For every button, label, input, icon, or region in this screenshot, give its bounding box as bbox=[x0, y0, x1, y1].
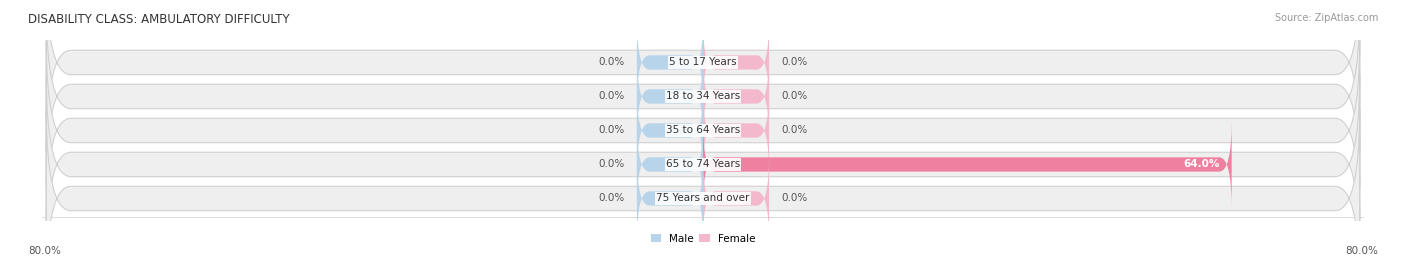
FancyBboxPatch shape bbox=[637, 19, 703, 106]
Text: 0.0%: 0.0% bbox=[599, 58, 624, 68]
FancyBboxPatch shape bbox=[637, 87, 703, 174]
Text: 0.0%: 0.0% bbox=[782, 193, 807, 203]
Text: 80.0%: 80.0% bbox=[1346, 246, 1378, 256]
FancyBboxPatch shape bbox=[703, 53, 769, 140]
FancyBboxPatch shape bbox=[703, 155, 769, 242]
FancyBboxPatch shape bbox=[637, 121, 703, 208]
Text: 0.0%: 0.0% bbox=[782, 125, 807, 136]
FancyBboxPatch shape bbox=[637, 155, 703, 242]
Text: 5 to 17 Years: 5 to 17 Years bbox=[669, 58, 737, 68]
FancyBboxPatch shape bbox=[46, 75, 1360, 254]
Text: 75 Years and over: 75 Years and over bbox=[657, 193, 749, 203]
Text: DISABILITY CLASS: AMBULATORY DIFFICULTY: DISABILITY CLASS: AMBULATORY DIFFICULTY bbox=[28, 13, 290, 26]
Text: Source: ZipAtlas.com: Source: ZipAtlas.com bbox=[1274, 13, 1378, 23]
Text: 80.0%: 80.0% bbox=[28, 246, 60, 256]
FancyBboxPatch shape bbox=[46, 109, 1360, 269]
Text: 35 to 64 Years: 35 to 64 Years bbox=[666, 125, 740, 136]
Text: 0.0%: 0.0% bbox=[599, 91, 624, 101]
Text: 65 to 74 Years: 65 to 74 Years bbox=[666, 160, 740, 169]
FancyBboxPatch shape bbox=[46, 0, 1360, 152]
FancyBboxPatch shape bbox=[637, 53, 703, 140]
Text: 0.0%: 0.0% bbox=[599, 193, 624, 203]
Legend: Male, Female: Male, Female bbox=[647, 229, 759, 248]
Text: 18 to 34 Years: 18 to 34 Years bbox=[666, 91, 740, 101]
Text: 0.0%: 0.0% bbox=[782, 58, 807, 68]
FancyBboxPatch shape bbox=[703, 121, 1232, 208]
FancyBboxPatch shape bbox=[46, 7, 1360, 186]
Text: 0.0%: 0.0% bbox=[782, 91, 807, 101]
FancyBboxPatch shape bbox=[46, 41, 1360, 220]
FancyBboxPatch shape bbox=[703, 19, 769, 106]
FancyBboxPatch shape bbox=[703, 87, 769, 174]
Text: 0.0%: 0.0% bbox=[599, 160, 624, 169]
Text: 0.0%: 0.0% bbox=[599, 125, 624, 136]
Text: 64.0%: 64.0% bbox=[1182, 160, 1219, 169]
